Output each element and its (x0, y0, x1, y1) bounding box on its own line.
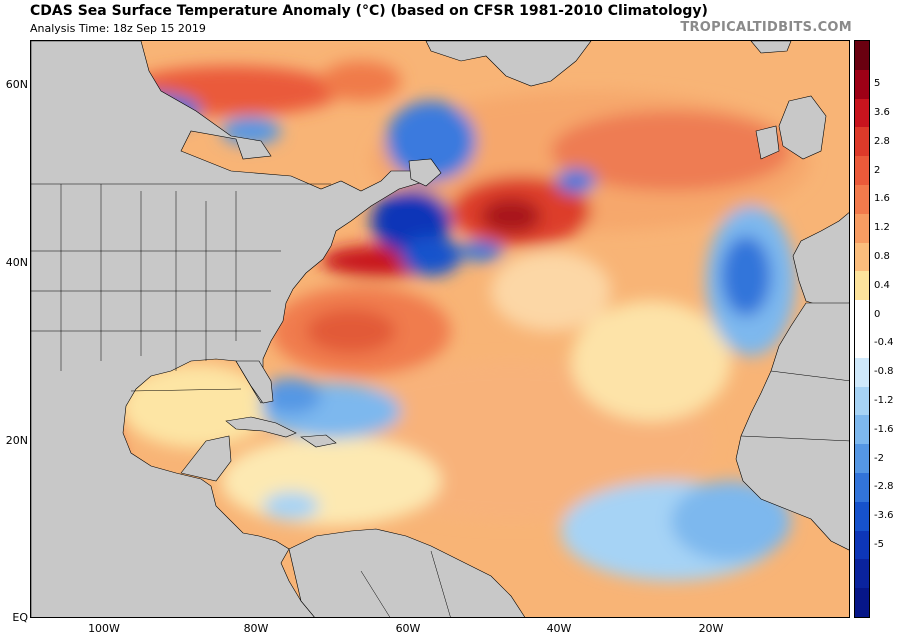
map-canvas (31, 41, 849, 617)
british-isles-land (778, 95, 827, 160)
colorbar-tick-label: 2 (874, 164, 881, 176)
colorbar-segment (855, 300, 869, 329)
colorbar-segment (855, 156, 869, 185)
lon-label-20w: 20W (698, 622, 724, 635)
florida-land (235, 360, 274, 404)
north-america-land (31, 41, 427, 617)
colorbar-segment (855, 501, 869, 531)
colorbar-tick-label: 1.2 (874, 222, 890, 234)
colorbar-tick-label: -5 (874, 539, 884, 550)
colorbar-segment (855, 41, 869, 70)
greenland-land (425, 41, 592, 87)
colorbar-segment (855, 242, 869, 272)
colorbar-segment (855, 415, 869, 445)
colorbar-tick-label: -0.8 (874, 366, 894, 378)
colorbar-tick-label: 3.6 (874, 107, 890, 118)
lat-label-60n: 60N (5, 78, 28, 91)
lat-label-40n: 40N (5, 256, 28, 269)
lon-label-80w: 80W (243, 622, 269, 635)
analysis-time: Analysis Time: 18z Sep 15 2019 (30, 22, 206, 35)
lon-label-60w: 60W (395, 622, 421, 635)
colorbar-segment (855, 184, 869, 214)
cuba-land (225, 416, 297, 438)
colorbar-tick-label: -0.4 (874, 337, 894, 349)
colorbar-tick-label: 0.8 (874, 251, 890, 262)
brand-watermark: TROPICALTIDBITS.COM (680, 20, 852, 35)
lon-label-100w: 100W (88, 622, 120, 635)
colorbar-tick-label: 5 (874, 78, 881, 90)
colorbar-tick-label: -1.6 (874, 423, 894, 435)
colorbar-tick-label: 0.4 (874, 279, 890, 291)
newfoundland-land (408, 158, 442, 187)
lon-label-40w: 40W (546, 622, 572, 635)
colorbar-tick-label: -2 (874, 452, 884, 464)
colorbar-tick-label: 2.8 (874, 135, 890, 147)
colorbar (854, 40, 870, 618)
yucatan-land (180, 435, 232, 482)
ireland-land (755, 125, 780, 160)
colorbar-segment (855, 357, 869, 387)
map-title: CDAS Sea Surface Temperature Anomaly (°C… (30, 3, 708, 19)
sst-anomaly-map (30, 40, 850, 618)
lat-label-20n: 20N (5, 434, 28, 447)
colorbar-segment (855, 472, 869, 502)
colorbar-segment (855, 69, 869, 99)
colorbar-segment (855, 530, 869, 560)
iceland-land (750, 41, 792, 54)
colorbar-segment (855, 213, 869, 243)
colorbar-tick-label: -3.6 (874, 510, 894, 522)
lat-label-eq: EQ (12, 611, 28, 624)
colorbar-segment (855, 444, 869, 473)
political-borders (31, 183, 849, 617)
hispaniola-land (300, 434, 337, 448)
colorbar-tick-label: -2.8 (874, 481, 894, 493)
europe-land (792, 212, 849, 307)
colorbar-segment (855, 127, 869, 157)
colorbar-segment (855, 271, 869, 301)
colorbar-segment (855, 98, 869, 128)
colorbar-segment (855, 386, 869, 416)
colorbar-tick-label: -1.2 (874, 395, 894, 406)
colorbar-tick-label: 0 (874, 308, 881, 320)
colorbar-tick-label: 1.6 (874, 193, 890, 205)
colorbar-segment (855, 588, 869, 617)
south-america-land (288, 528, 526, 617)
land-masses (31, 41, 849, 617)
colorbar-segment (855, 559, 869, 589)
colorbar-segment (855, 328, 869, 358)
africa-land (735, 302, 849, 551)
